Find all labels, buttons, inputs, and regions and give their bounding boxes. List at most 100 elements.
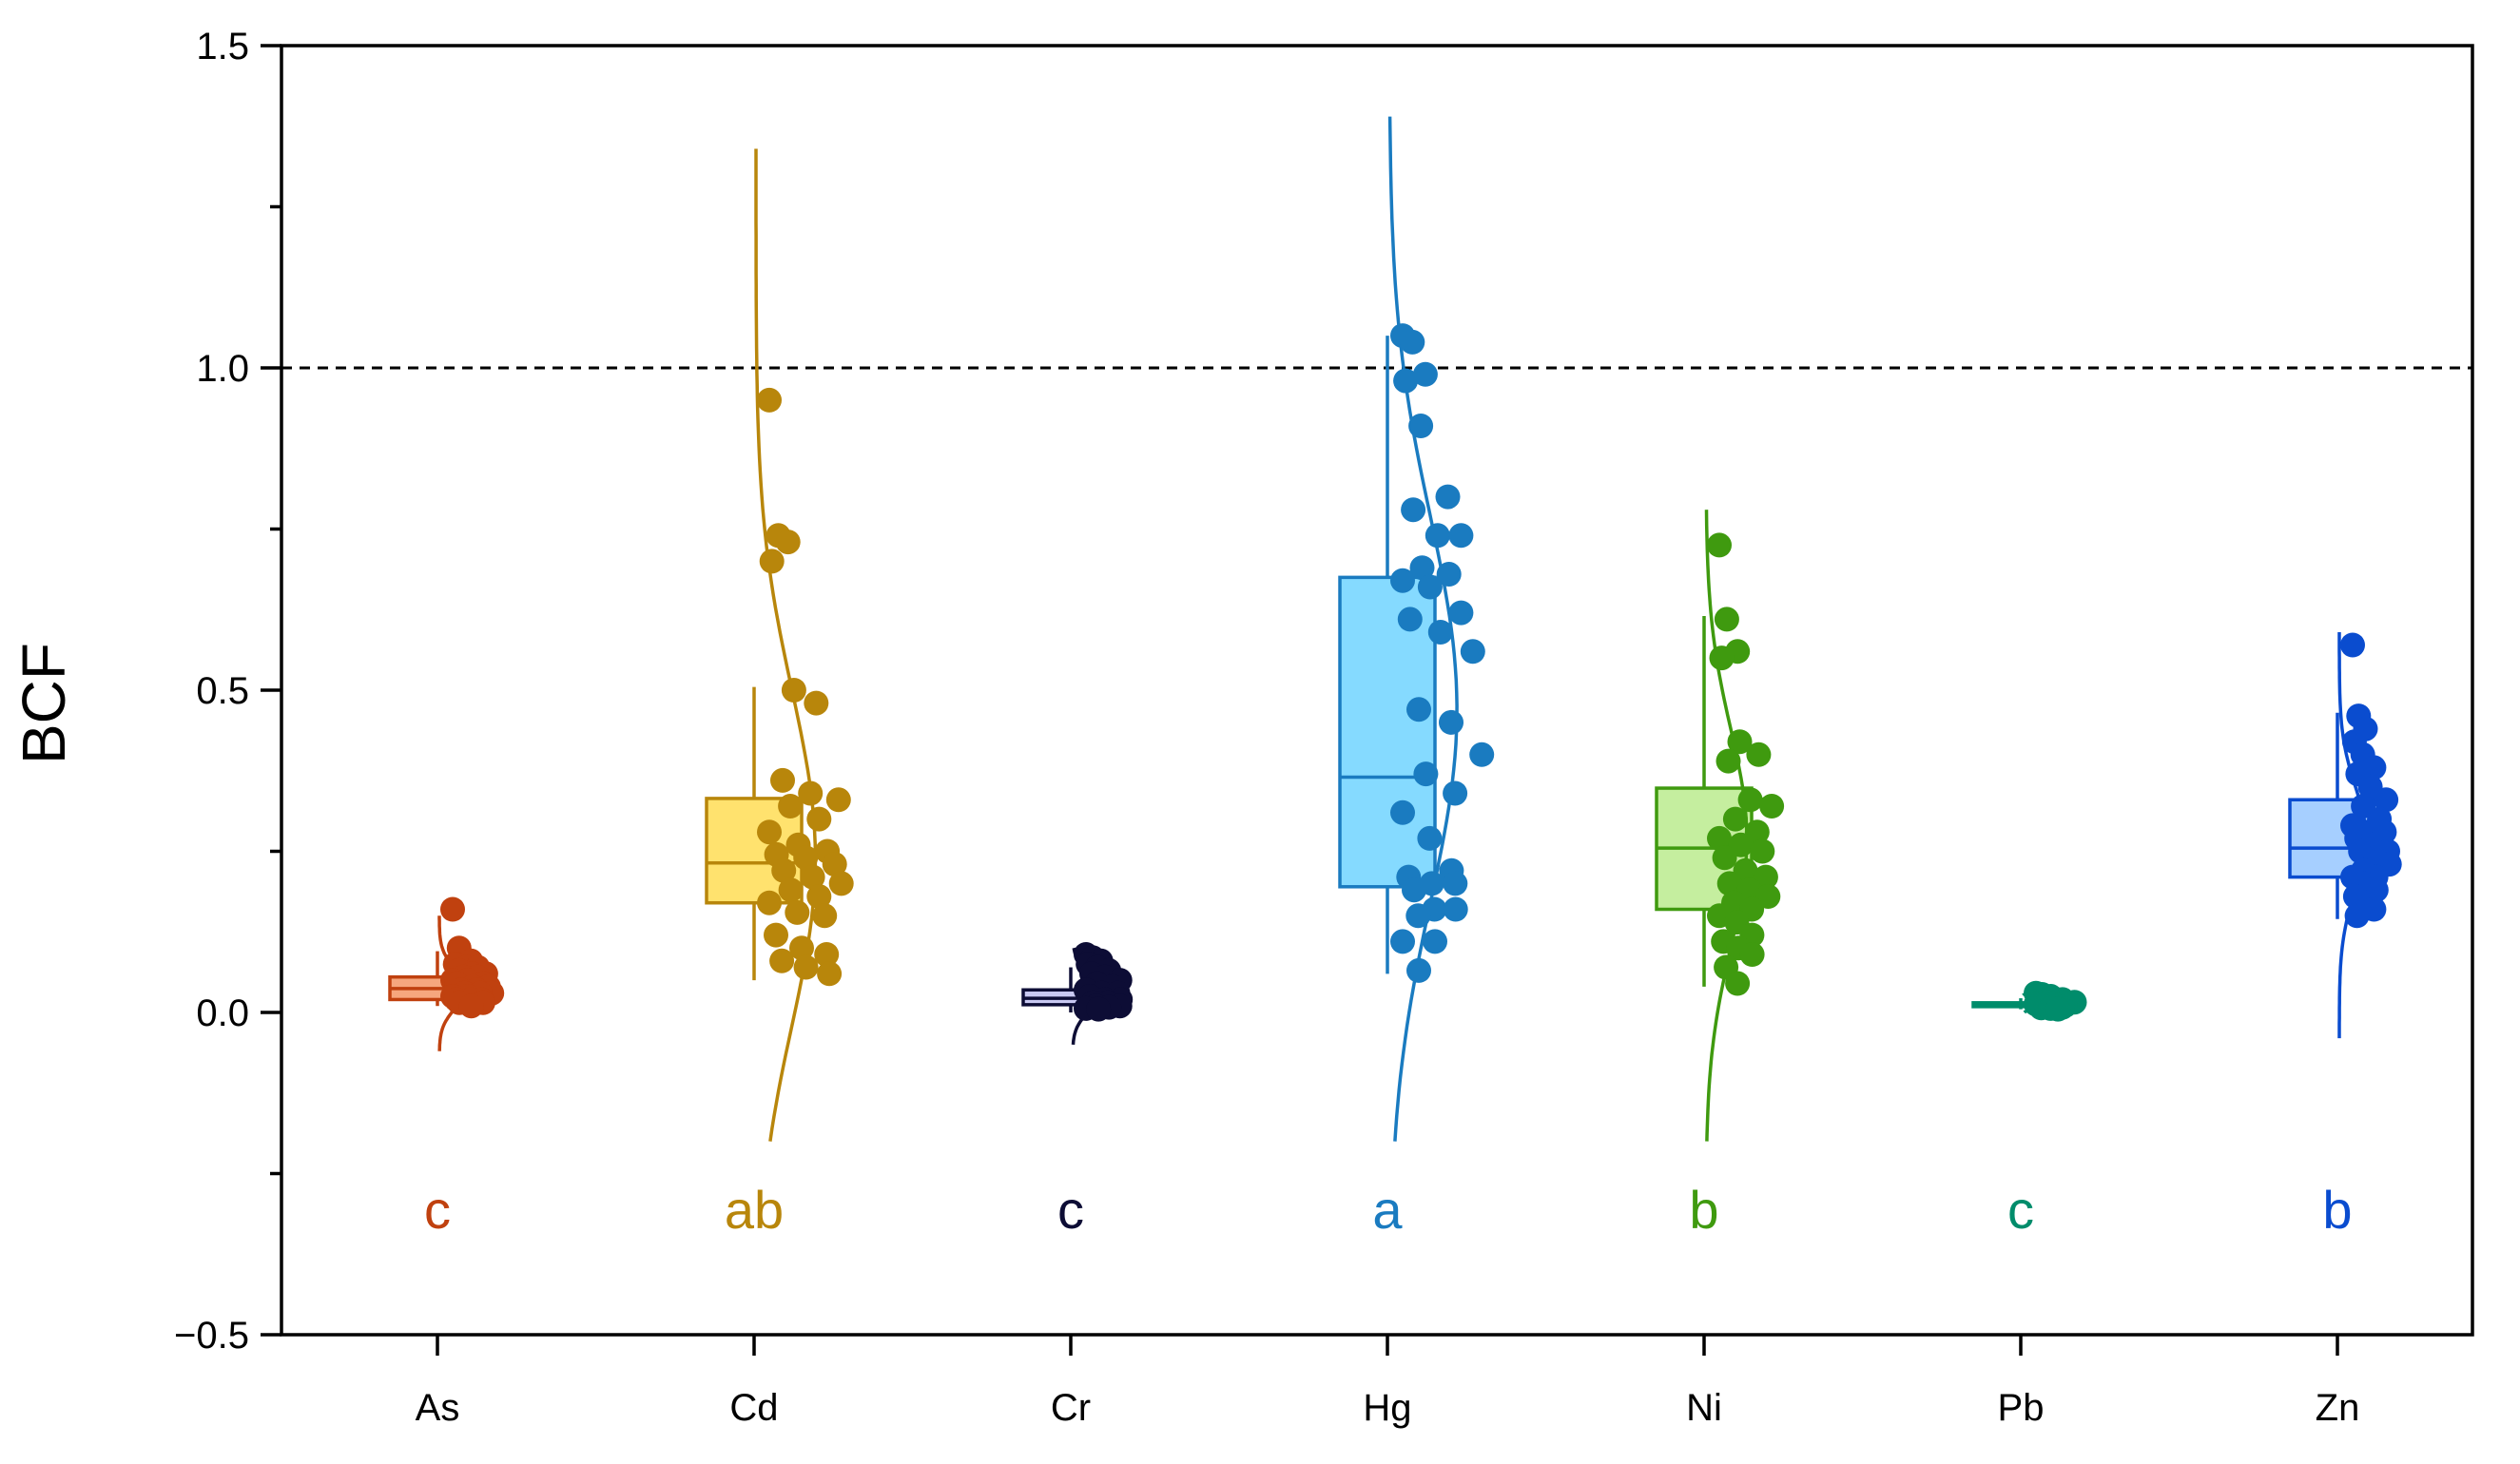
data-point (1443, 780, 1468, 806)
data-point (775, 530, 801, 555)
data-point (440, 896, 465, 922)
data-point (2374, 787, 2399, 813)
significance-letter: c (2007, 1180, 2034, 1240)
significance-letter: a (1372, 1180, 1403, 1240)
data-point (1746, 742, 1772, 767)
data-point (1413, 761, 1439, 787)
data-point (1406, 957, 1431, 983)
data-point (822, 852, 847, 877)
data-point (806, 884, 832, 909)
series-hg: a (1338, 116, 1495, 1240)
data-point (798, 780, 824, 806)
data-point (1427, 620, 1453, 645)
data-point (759, 549, 785, 574)
data-point (1714, 607, 1739, 632)
y-tick-label: 0.5 (196, 670, 249, 712)
data-point (1412, 361, 1438, 387)
data-point (793, 954, 819, 980)
data-point (1406, 697, 1431, 722)
data-point (1716, 871, 1742, 896)
data-point (1393, 368, 1419, 394)
data-point (2340, 632, 2365, 658)
data-point (2045, 996, 2071, 1022)
data-point (1737, 787, 1763, 813)
data-point (1402, 877, 1426, 903)
x-tick-label: Zn (2316, 1387, 2360, 1429)
data-point (789, 935, 814, 961)
data-point (2344, 903, 2370, 929)
x-tick-label: Ni (1686, 1387, 1722, 1429)
data-point (770, 767, 795, 793)
data-point (1753, 864, 1778, 890)
data-point (778, 794, 804, 819)
data-point (1448, 523, 1474, 549)
y-tick-label: 1.5 (196, 26, 249, 67)
data-point (806, 806, 832, 832)
data-point (1423, 929, 1447, 954)
data-point (757, 819, 782, 845)
series-cd: ab (705, 148, 854, 1240)
significance-letter: b (2322, 1180, 2352, 1240)
data-point (458, 993, 484, 1019)
significance-letter: ab (725, 1180, 784, 1240)
data-point (1425, 523, 1450, 549)
data-point (828, 871, 854, 896)
data-point (1727, 729, 1753, 755)
series-cr: c (1021, 942, 1134, 1240)
series-pb: c (1971, 980, 2087, 1240)
data-point (1409, 555, 1435, 581)
data-point (817, 961, 843, 987)
data-point (814, 942, 840, 967)
data-point (778, 877, 804, 903)
data-point (1408, 414, 1434, 438)
data-point (1725, 971, 1751, 996)
data-point (812, 903, 838, 929)
x-tick-label: Cr (1051, 1387, 1091, 1429)
data-point (1401, 497, 1426, 523)
data-point (1417, 825, 1443, 851)
data-point (1390, 929, 1415, 954)
data-point (1436, 562, 1462, 587)
significance-letter: c (424, 1180, 451, 1240)
data-point (757, 387, 782, 413)
distribution-curve (1704, 510, 1749, 1142)
data-point (1390, 799, 1415, 825)
data-point (1439, 709, 1464, 735)
data-point (1707, 532, 1732, 558)
significance-letter: c (1057, 1180, 1084, 1240)
data-point (764, 922, 788, 948)
data-point (1086, 996, 1112, 1022)
data-point (1390, 568, 1415, 593)
data-point (1435, 484, 1461, 510)
data-point (771, 857, 797, 883)
data-point (1417, 574, 1443, 600)
y-tick-label: −0.5 (174, 1315, 249, 1357)
data-point (757, 890, 782, 915)
data-point (1397, 607, 1423, 632)
x-tick-label: Pb (1998, 1387, 2045, 1429)
y-tick-label: 0.0 (196, 992, 249, 1034)
data-point (793, 845, 819, 871)
data-layer: c ab c a b c b (388, 116, 2402, 1240)
data-point (1443, 896, 1468, 922)
data-point (785, 899, 810, 925)
data-point (1750, 838, 1775, 864)
x-tick-label: Hg (1363, 1387, 1411, 1429)
series-ni: b (1655, 510, 1785, 1240)
x-tick-label: Cd (729, 1387, 778, 1429)
data-point (1722, 806, 1748, 832)
data-point (1712, 845, 1737, 871)
data-point (804, 690, 829, 716)
data-point (1443, 871, 1468, 896)
data-point (1716, 748, 1741, 774)
data-point (1707, 825, 1732, 851)
significance-letter: b (1689, 1180, 1718, 1240)
series-as: c (388, 896, 505, 1240)
y-axis-title: BCF (10, 643, 78, 764)
series-zn: b (2288, 632, 2402, 1240)
data-point (781, 678, 806, 703)
y-tick-label: 1.0 (196, 348, 249, 390)
data-point (1469, 742, 1495, 767)
